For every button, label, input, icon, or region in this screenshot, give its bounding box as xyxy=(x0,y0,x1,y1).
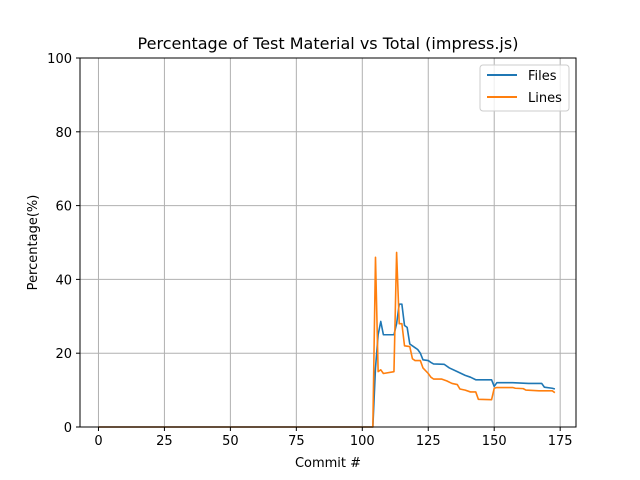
x-tick-label: 50 xyxy=(222,434,239,449)
legend-label-files: Files xyxy=(528,69,557,84)
y-tick-label: 80 xyxy=(55,126,72,141)
x-axis-label: Commit # xyxy=(295,456,361,471)
legend-label-lines: Lines xyxy=(528,91,562,106)
x-tick-label: 150 xyxy=(482,434,507,449)
x-tick-label: 25 xyxy=(156,434,173,449)
x-tick-label: 175 xyxy=(548,434,573,449)
y-tick-label: 60 xyxy=(55,200,72,215)
series-line-files xyxy=(98,303,556,428)
y-tick-label: 40 xyxy=(55,273,72,288)
plot-frame xyxy=(79,57,577,428)
y-axis-label: Percentage(%) xyxy=(26,195,41,291)
series-lines xyxy=(98,251,556,428)
y-tick-label: 0 xyxy=(64,421,72,436)
x-tick-label: 100 xyxy=(350,434,375,449)
axis-ticks: 0 25 50 75 100 125 150 175 0 20 40 60 80 100 xyxy=(47,52,572,449)
y-tick-label: 100 xyxy=(47,52,72,67)
x-tick-label: 0 xyxy=(94,434,102,449)
legend-box xyxy=(479,64,570,112)
chart-title: Percentage of Test Material vs Total (im… xyxy=(138,34,519,53)
series-line-lines xyxy=(98,251,556,428)
x-tick-label: 75 xyxy=(288,434,305,449)
legend: Files Lines xyxy=(479,64,570,112)
y-tick-label: 20 xyxy=(55,347,72,362)
x-tick-label: 125 xyxy=(416,434,441,449)
